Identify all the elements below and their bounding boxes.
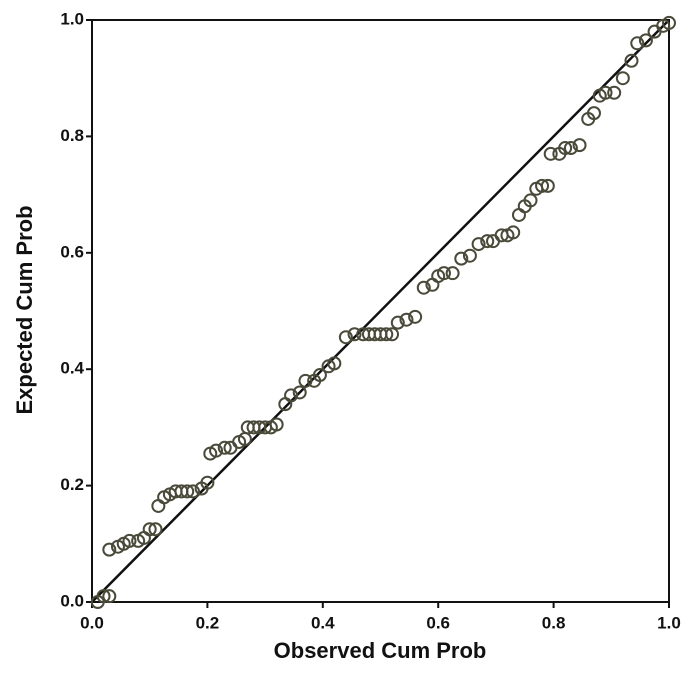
x-axis-title: Observed Cum Prob	[274, 638, 487, 663]
x-tick-label: 0.4	[311, 613, 335, 632]
x-tick-label: 1.0	[657, 613, 681, 632]
y-tick-label: 1.0	[60, 9, 84, 28]
point	[630, 36, 645, 51]
point	[523, 193, 538, 208]
point	[96, 589, 111, 604]
x-tick-label: 0.6	[426, 613, 450, 632]
point	[598, 85, 613, 100]
point	[471, 237, 486, 252]
y-tick-label: 0.0	[60, 591, 84, 610]
point	[217, 440, 232, 455]
point	[148, 522, 163, 537]
point	[540, 178, 555, 193]
point	[379, 327, 394, 342]
point	[102, 589, 117, 604]
point	[298, 373, 313, 388]
point	[445, 266, 460, 281]
point	[151, 498, 166, 513]
point	[454, 251, 469, 266]
point	[269, 417, 284, 432]
point	[284, 388, 299, 403]
point	[436, 266, 451, 281]
y-tick-label: 0.6	[60, 242, 84, 261]
point	[638, 33, 653, 48]
point	[347, 327, 362, 342]
point	[535, 178, 550, 193]
point	[327, 356, 342, 371]
point	[209, 443, 224, 458]
point	[543, 146, 558, 161]
y-tick-label: 0.4	[60, 359, 84, 378]
point	[586, 106, 601, 121]
point	[624, 53, 639, 68]
point	[558, 141, 573, 156]
point	[390, 315, 405, 330]
plot-frame	[91, 19, 670, 603]
point	[408, 309, 423, 324]
point	[102, 542, 117, 557]
point	[416, 280, 431, 295]
point	[563, 141, 578, 156]
point	[180, 484, 195, 499]
point	[200, 475, 215, 490]
point	[662, 15, 676, 30]
point	[385, 327, 400, 342]
point	[462, 248, 477, 263]
y-tick-label: 0.8	[60, 126, 84, 145]
point	[480, 234, 495, 249]
y-tick-label: 0.2	[60, 475, 84, 494]
point	[292, 385, 307, 400]
point	[142, 522, 157, 537]
point	[338, 330, 353, 345]
point	[185, 484, 200, 499]
point	[506, 225, 521, 240]
point	[572, 138, 587, 153]
point	[511, 207, 526, 222]
point	[399, 312, 414, 327]
x-tick-label: 0.0	[80, 613, 104, 632]
reference-line	[91, 19, 670, 603]
point	[615, 71, 630, 86]
point	[312, 368, 327, 383]
y-axis-title: Expected Cum Prob	[12, 205, 37, 414]
x-tick-label: 0.2	[196, 613, 220, 632]
x-tick-label: 0.8	[542, 613, 566, 632]
point	[607, 85, 622, 100]
point	[122, 533, 137, 548]
